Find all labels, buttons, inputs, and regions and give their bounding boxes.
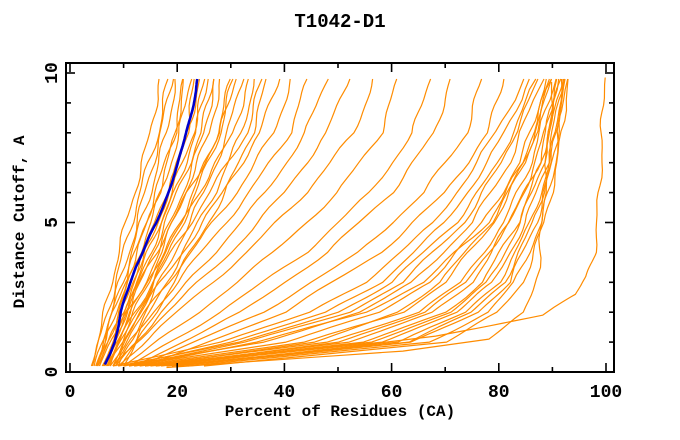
prediction-models-curve (203, 77, 606, 364)
prediction-models-curve (166, 78, 563, 367)
highlighted-model-curve (103, 78, 199, 366)
plot-frame (65, 62, 615, 373)
prediction-models-curve (105, 78, 215, 367)
axis-ticks (66, 63, 614, 373)
prediction-models-curve (123, 78, 545, 367)
y-tick-label: 0 (43, 367, 63, 378)
prediction-models-curve (90, 78, 160, 367)
prediction-models-curve (117, 78, 245, 367)
curves-layer (90, 77, 606, 369)
y-axis-label: Distance Cutoff, A (11, 135, 29, 308)
prediction-models-curve (101, 78, 249, 367)
prediction-models-curve (115, 78, 231, 367)
prediction-models-curve (117, 78, 374, 367)
x-tick-label: 60 (381, 383, 403, 403)
prediction-models-curve (109, 78, 291, 367)
prediction-models-curve (115, 78, 329, 367)
prediction-models-curve (102, 78, 209, 367)
x-tick-label: 80 (488, 383, 510, 403)
prediction-models-curve (166, 81, 554, 369)
x-tick-label: 0 (65, 383, 76, 403)
x-tick-label: 100 (590, 383, 622, 403)
prediction-models-curve (139, 78, 483, 367)
prediction-models-curve (95, 78, 184, 367)
prediction-models-curve (155, 78, 560, 367)
axis-tick-labels: 0 20 40 60 80 100 0 5 10 (43, 62, 622, 403)
prediction-models-curve (134, 78, 451, 367)
prediction-models-curve (123, 78, 530, 367)
prediction-models-curve (112, 78, 351, 367)
prediction-models-curve (112, 78, 525, 367)
prediction-models-curve (203, 78, 569, 367)
prediction-models-curve (91, 78, 169, 367)
y-tick-label: 5 (43, 217, 63, 228)
prediction-models-curve (128, 78, 539, 367)
x-tick-label: 40 (274, 383, 296, 403)
prediction-models-curve (118, 78, 537, 367)
prediction-models-curve (171, 78, 564, 367)
prediction-models-curve (144, 78, 558, 367)
prediction-models-curve (134, 78, 553, 367)
x-axis-label: Percent of Residues (CA) (225, 403, 455, 421)
prediction-models-curve (128, 78, 432, 367)
prediction-models-curve (139, 78, 557, 367)
prediction-models-curve (120, 78, 255, 367)
prediction-models-curve (123, 78, 398, 367)
x-tick-label: 20 (166, 383, 188, 403)
prediction-models-curve (144, 78, 552, 367)
prediction-models-curve (109, 78, 215, 367)
prediction-models-curve (104, 78, 263, 367)
prediction-models-curve (144, 78, 505, 367)
y-tick-label: 10 (43, 62, 63, 84)
chart-title: T1042-D1 (294, 11, 385, 33)
prediction-models-curve (106, 78, 281, 367)
prediction-models-curve (98, 78, 237, 367)
prediction-models-curve (112, 78, 308, 367)
prediction-models-curve (123, 78, 267, 367)
prediction-models-curve (128, 78, 547, 367)
prediction-models-curve (108, 78, 234, 367)
